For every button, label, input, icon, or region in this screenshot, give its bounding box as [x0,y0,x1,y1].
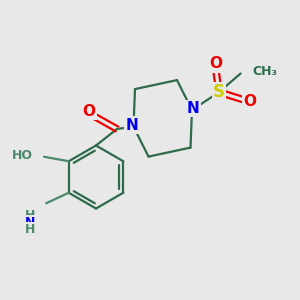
Text: N: N [187,101,200,116]
Text: S: S [213,83,225,101]
Text: CH₃: CH₃ [252,64,277,78]
Text: N: N [126,118,138,133]
Text: H: H [25,223,35,236]
Text: O: O [243,94,256,109]
Text: N: N [25,216,35,229]
Text: H: H [25,209,35,222]
Text: O: O [209,56,223,71]
Text: HO: HO [12,149,33,162]
Text: O: O [82,103,96,118]
